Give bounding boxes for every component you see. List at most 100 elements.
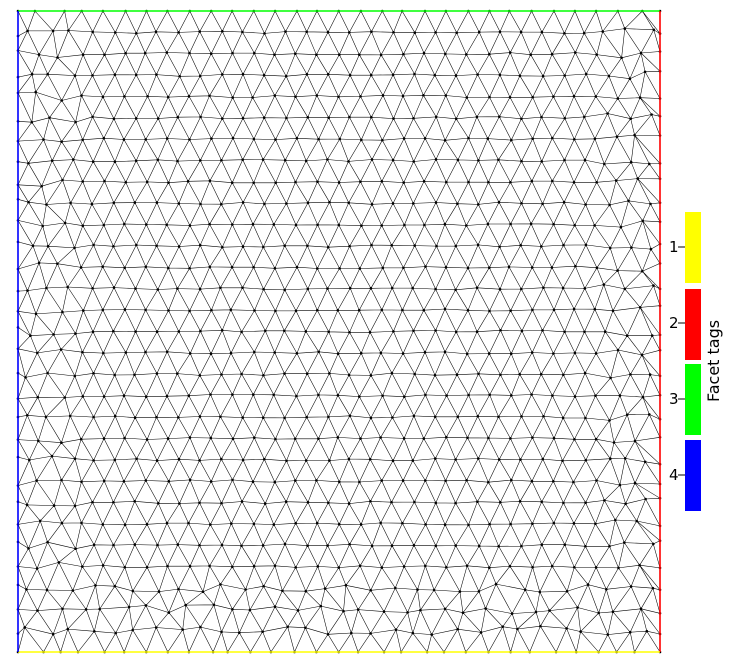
mesh-node — [551, 565, 554, 568]
mesh-node — [177, 588, 180, 591]
mesh-node — [498, 458, 501, 461]
mesh-node — [606, 112, 609, 115]
mesh-node — [253, 523, 256, 526]
mesh-node — [348, 331, 351, 334]
mesh-node — [327, 246, 330, 249]
mesh-node — [35, 313, 38, 316]
mesh-node — [403, 137, 406, 140]
mesh-node — [166, 395, 169, 398]
mesh-node — [369, 331, 372, 334]
mesh-node — [252, 393, 255, 396]
mesh-node — [488, 394, 491, 397]
mesh-node — [47, 245, 50, 248]
mesh-node — [476, 500, 479, 503]
mesh-node — [94, 584, 97, 587]
mesh-node — [181, 628, 184, 631]
mesh-node — [595, 352, 598, 355]
mesh-node — [176, 160, 179, 163]
mesh-node — [167, 437, 170, 440]
mesh-node — [103, 437, 106, 440]
mesh-node — [392, 74, 395, 77]
mesh-node — [103, 180, 106, 183]
mesh-node — [273, 351, 276, 354]
mesh-node — [102, 309, 105, 312]
mesh-node — [358, 309, 361, 312]
mesh-node — [552, 480, 555, 483]
mesh-node — [530, 223, 533, 226]
mesh-node — [34, 91, 37, 94]
mesh-node — [210, 309, 213, 312]
mesh-node — [155, 245, 158, 248]
mesh-node — [413, 544, 416, 547]
mesh-node — [296, 352, 299, 355]
mesh-node — [242, 245, 245, 248]
mesh-node — [294, 522, 297, 525]
mesh-node — [510, 139, 513, 142]
mesh-node — [220, 631, 223, 634]
mesh-node — [619, 394, 622, 397]
mesh-node — [444, 223, 447, 226]
mesh-node — [131, 629, 134, 632]
mesh-node — [294, 52, 297, 55]
mesh-node — [370, 417, 373, 420]
mesh-node — [285, 500, 288, 503]
mesh-node — [51, 455, 54, 458]
mesh-node — [262, 585, 265, 588]
mesh-node — [144, 138, 147, 141]
mesh-node — [358, 395, 361, 398]
mesh-node — [221, 246, 224, 249]
mesh-node — [608, 204, 611, 207]
mesh-node — [488, 566, 491, 569]
mesh-node — [499, 329, 502, 332]
mesh-node — [593, 224, 596, 227]
mesh-node — [326, 544, 329, 547]
mesh-node — [295, 310, 298, 313]
mesh-node — [157, 117, 160, 120]
mesh-node — [74, 457, 77, 460]
mesh-node — [462, 611, 465, 614]
mesh-node — [509, 437, 512, 440]
mesh-node — [370, 287, 373, 290]
mesh-node — [574, 352, 577, 355]
mesh-node — [402, 352, 405, 355]
mesh-node — [38, 53, 41, 56]
mesh-node — [542, 458, 545, 461]
mesh-node — [210, 137, 213, 140]
mesh-node — [178, 330, 181, 333]
mesh-node — [67, 29, 70, 32]
mesh-node — [595, 479, 598, 482]
mesh-node — [283, 330, 286, 333]
mesh-node — [360, 352, 363, 355]
mesh-node — [640, 52, 643, 55]
mesh-node — [46, 589, 49, 592]
mesh-node — [273, 53, 276, 56]
mesh-node — [348, 31, 351, 34]
mesh-node — [433, 589, 436, 592]
mesh-node — [359, 267, 362, 270]
mesh-node — [467, 137, 470, 140]
mesh-node — [285, 75, 288, 78]
mesh-node — [595, 53, 598, 56]
mesh-node — [509, 181, 512, 184]
mesh-node — [338, 267, 341, 270]
mesh-node — [208, 223, 211, 226]
mesh-node — [520, 415, 523, 418]
mesh-node — [360, 523, 363, 526]
mesh-node — [338, 481, 341, 484]
mesh-node — [369, 500, 372, 503]
mesh-node — [338, 523, 341, 526]
mesh-node — [519, 458, 522, 461]
mesh-node — [422, 94, 425, 97]
mesh-node — [562, 502, 565, 505]
mesh-node — [231, 52, 234, 55]
mesh-node — [444, 351, 447, 354]
mesh-node — [69, 415, 72, 418]
mesh-node — [26, 30, 29, 33]
mesh-node — [263, 116, 266, 119]
mesh-node — [253, 138, 256, 141]
mesh-node — [327, 416, 330, 419]
mesh-node — [509, 223, 512, 226]
mesh-node — [85, 608, 88, 611]
mesh-node — [112, 245, 115, 248]
